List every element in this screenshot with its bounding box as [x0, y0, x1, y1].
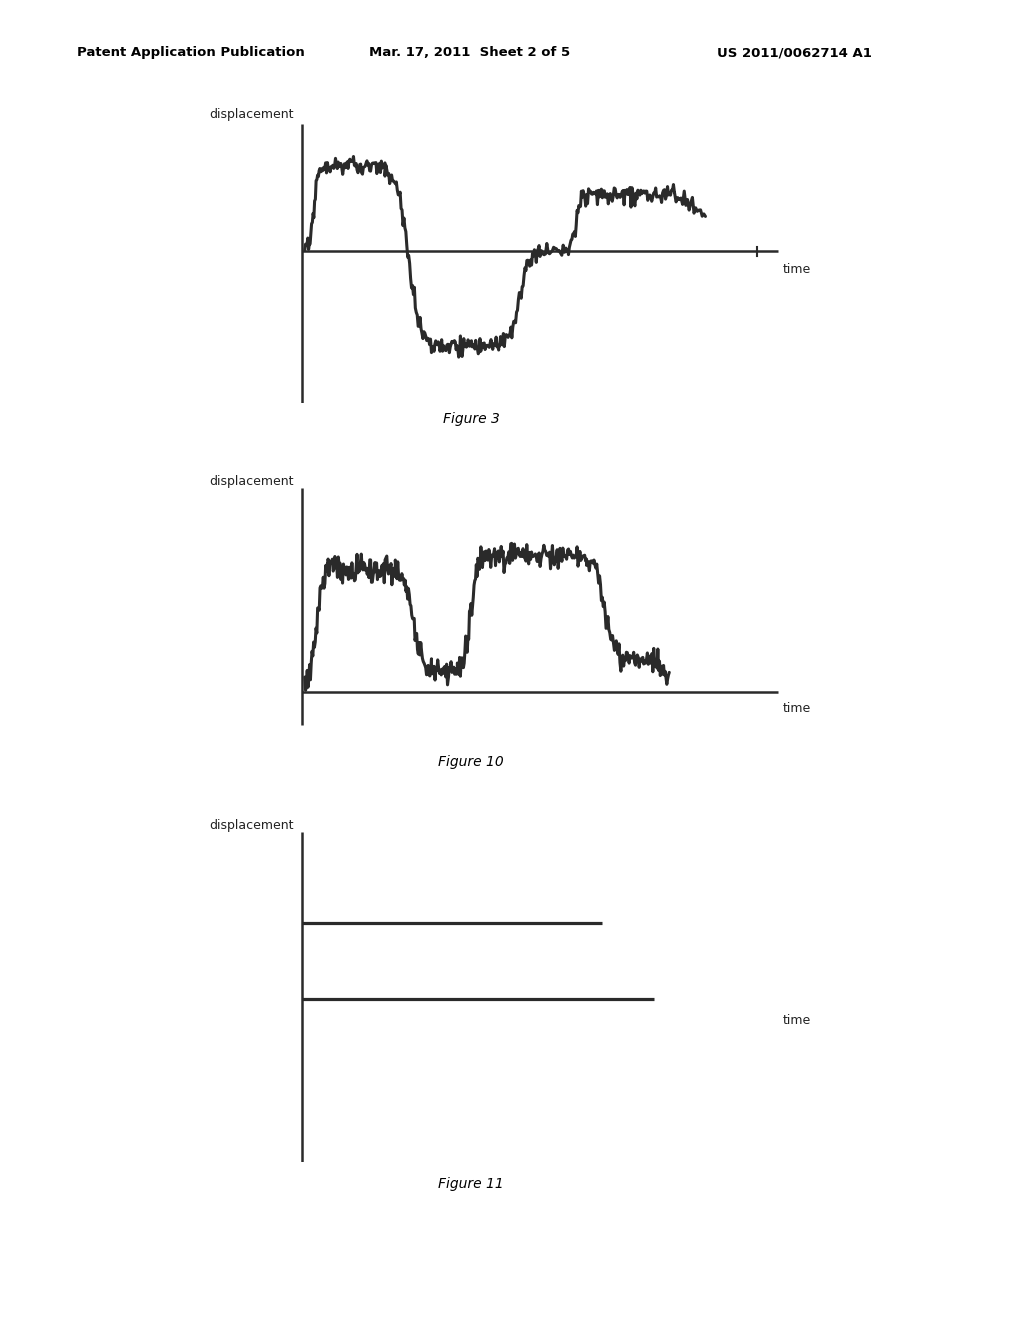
Text: time: time: [783, 263, 811, 276]
Text: US 2011/0062714 A1: US 2011/0062714 A1: [717, 46, 871, 59]
Text: displacement: displacement: [209, 818, 294, 832]
Text: displacement: displacement: [209, 475, 294, 488]
Text: time: time: [783, 1014, 811, 1027]
Text: Patent Application Publication: Patent Application Publication: [77, 46, 304, 59]
Text: time: time: [783, 702, 811, 714]
Text: Figure 11: Figure 11: [438, 1177, 504, 1192]
Text: displacement: displacement: [209, 108, 294, 121]
Text: Mar. 17, 2011  Sheet 2 of 5: Mar. 17, 2011 Sheet 2 of 5: [369, 46, 569, 59]
Text: Figure 10: Figure 10: [438, 755, 504, 770]
Text: Figure 3: Figure 3: [442, 412, 500, 426]
